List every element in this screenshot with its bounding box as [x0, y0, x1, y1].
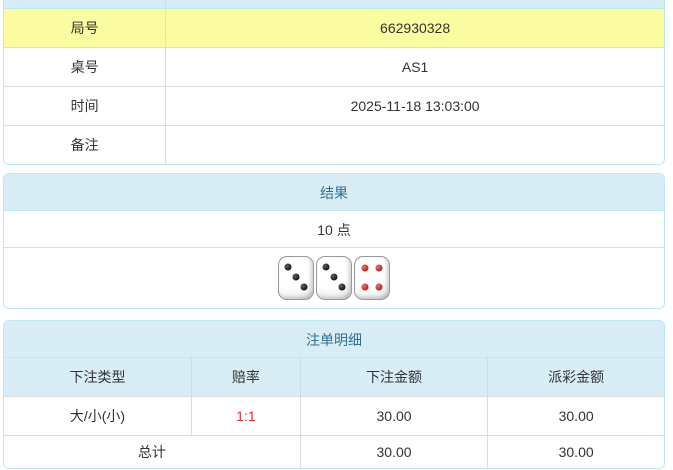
- game-info-table: 局号 662930328 桌号 AS1 时间 2025-11-18 13:03:…: [4, 0, 664, 164]
- bet-type-cell: 大/小(小): [4, 396, 192, 436]
- bet-row: 大/小(小) 1:1 30.00 30.00: [4, 396, 664, 436]
- result-panel: 结果 10 点: [3, 172, 665, 309]
- total-row: 总计 30.00 30.00: [4, 435, 664, 468]
- die-3-icon: [278, 255, 314, 300]
- col-header-bet-amount: 下注金额: [300, 357, 489, 397]
- result-points: 10 点: [4, 211, 664, 248]
- total-label: 总计: [4, 435, 301, 468]
- die-3-icon: [316, 255, 352, 300]
- total-payout-amount: 30.00: [558, 443, 594, 460]
- col-header-odds: 赔率: [191, 357, 301, 397]
- col-header-payout-amount: 派彩金额: [487, 357, 664, 397]
- table-row-round-id: 局号 662930328: [4, 8, 664, 48]
- table-row-remark: 备注: [4, 125, 664, 164]
- total-bet-amount: 30.00: [300, 435, 489, 468]
- bet-amount-cell: 30.00: [300, 396, 489, 436]
- game-info-panel: 局号 662930328 桌号 AS1 时间 2025-11-18 13:03:…: [3, 0, 665, 165]
- payout-amount-cell: 30.00: [487, 396, 664, 436]
- result-panel-title: 结果: [4, 173, 664, 211]
- remark-value: [166, 125, 664, 164]
- odds-cell: 1:1: [191, 396, 301, 436]
- dice-row: [4, 248, 664, 308]
- table-row-table-id: 桌号 AS1: [4, 47, 664, 87]
- round-id-value: 662930328: [165, 8, 664, 48]
- bet-details-panel: 注单明细 下注类型 赔率 下注金额 派彩金额 大/小(小) 1:1 30.00 …: [3, 319, 665, 469]
- row-label: 备注: [4, 125, 167, 164]
- row-label: 时间: [4, 86, 167, 126]
- bet-details-table: 下注类型 赔率 下注金额 派彩金额 大/小(小) 1:1 30.00 30.00…: [4, 357, 664, 468]
- bet-details-title: 注单明细: [4, 320, 664, 358]
- table-row-time: 时间 2025-11-18 13:03:00: [4, 86, 664, 126]
- row-label: 局号: [4, 8, 167, 48]
- bets-header-row: 下注类型 赔率 下注金额 派彩金额: [4, 357, 664, 397]
- col-header-bet-type: 下注类型: [4, 357, 192, 397]
- cut-header-strip: [4, 0, 664, 9]
- row-label: 桌号: [4, 47, 167, 87]
- table-id-value: AS1: [165, 47, 664, 87]
- die-4-icon: [354, 255, 390, 300]
- time-value: 2025-11-18 13:03:00: [165, 86, 664, 126]
